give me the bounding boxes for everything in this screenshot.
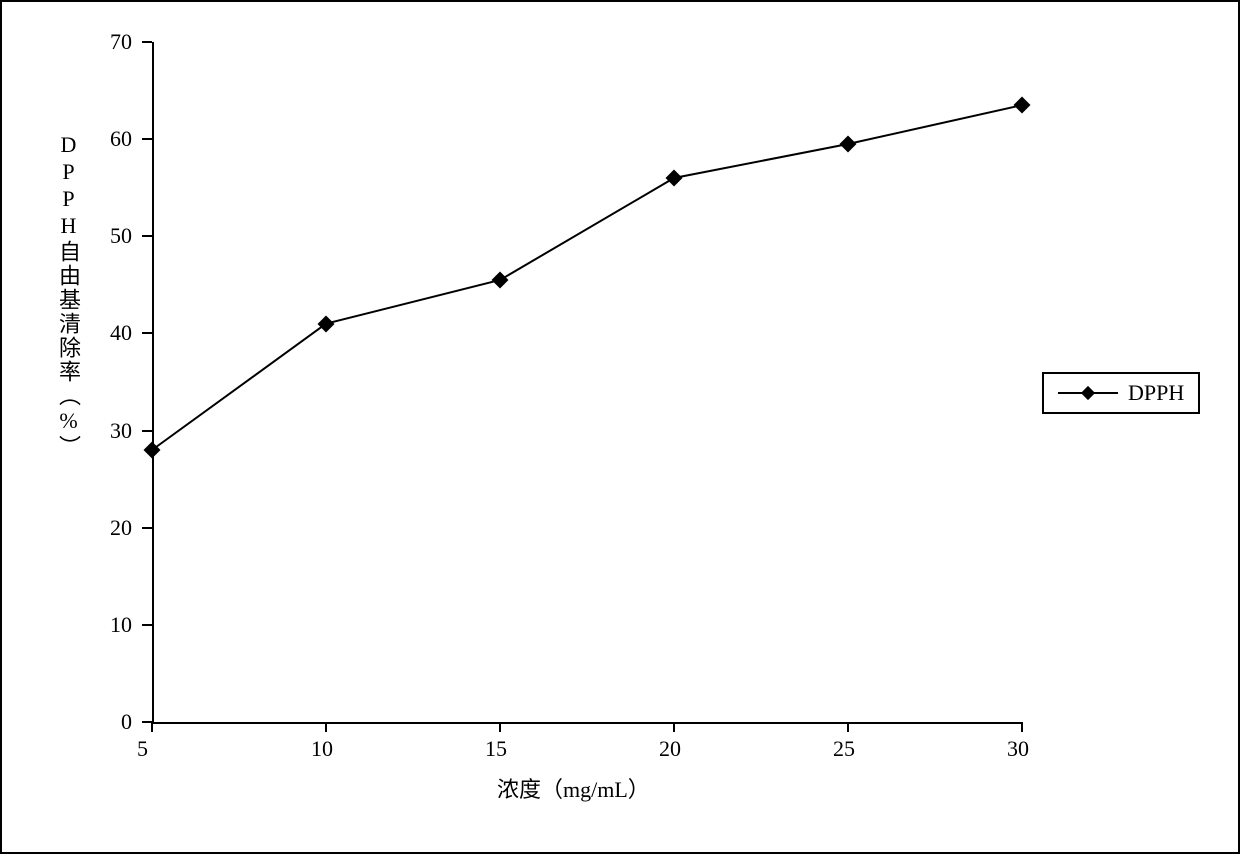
x-tick-label: 30 xyxy=(1007,736,1029,762)
x-tick xyxy=(1021,722,1023,732)
y-tick xyxy=(142,138,152,140)
x-tick-label: 10 xyxy=(311,736,333,762)
x-tick-label: 5 xyxy=(137,736,148,762)
x-tick-label: 15 xyxy=(485,736,507,762)
y-tick-label: 30 xyxy=(110,418,132,444)
legend: DPPH xyxy=(1042,372,1200,414)
x-axis-label: 浓度（mg/mL） xyxy=(497,772,650,804)
x-tick xyxy=(847,722,849,732)
x-tick-label: 20 xyxy=(659,736,681,762)
y-tick-label: 40 xyxy=(110,320,132,346)
data-line xyxy=(2,2,1240,856)
data-marker xyxy=(492,272,509,289)
y-tick-label: 60 xyxy=(110,126,132,152)
y-tick xyxy=(142,332,152,334)
data-marker xyxy=(840,136,857,153)
data-marker xyxy=(666,170,683,187)
y-axis-label: DPPH自由基清除率（%） xyxy=(52,132,84,459)
x-tick xyxy=(325,722,327,732)
data-marker xyxy=(144,442,161,459)
x-tick xyxy=(151,722,153,732)
legend-label: DPPH xyxy=(1128,380,1184,406)
legend-marker-sample xyxy=(1081,386,1095,400)
x-tick xyxy=(673,722,675,732)
x-axis-line xyxy=(152,722,1022,724)
y-tick xyxy=(142,41,152,43)
y-tick xyxy=(142,527,152,529)
y-tick xyxy=(142,235,152,237)
data-marker xyxy=(1014,97,1031,114)
y-axis-line xyxy=(152,42,154,722)
legend-line-sample xyxy=(1058,392,1118,394)
y-tick-label: 10 xyxy=(110,612,132,638)
y-tick-label: 20 xyxy=(110,515,132,541)
x-tick-label: 25 xyxy=(833,736,855,762)
x-tick xyxy=(499,722,501,732)
y-tick-label: 0 xyxy=(121,709,132,735)
y-tick xyxy=(142,624,152,626)
y-tick xyxy=(142,430,152,432)
data-marker xyxy=(318,315,335,332)
y-tick-label: 50 xyxy=(110,223,132,249)
y-tick-label: 70 xyxy=(110,29,132,55)
chart-container: DPPH自由基清除率（%） 浓度（mg/mL） DPPH 0 10 20 30 40 50… xyxy=(0,0,1240,854)
